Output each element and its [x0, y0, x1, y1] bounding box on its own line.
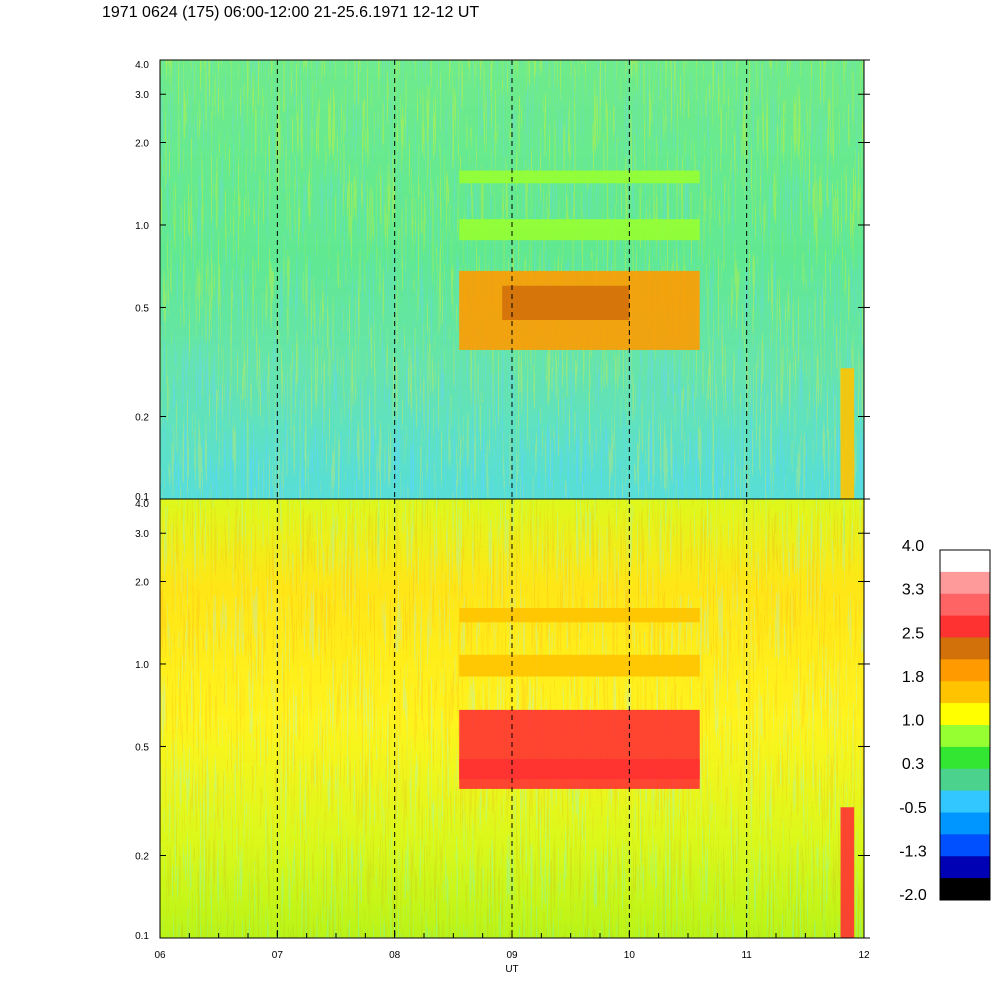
colorbar-swatch — [940, 615, 990, 638]
lower-y-tick-label: 1.0 — [135, 660, 149, 671]
lower-y-tick-label: 2.0 — [135, 577, 149, 588]
colorbar-swatch — [940, 659, 990, 682]
x-tick-label: 10 — [624, 950, 636, 961]
colorbar-swatch — [940, 746, 990, 770]
lower-gridlines — [276, 499, 748, 938]
colorbar-swatch — [940, 768, 990, 792]
upper-y-tick-label: 0.5 — [135, 303, 149, 314]
upper-spectrogram-panel: 0.1 0.2 0.5 1.0 2.0 3.0 4.0 — [135, 59, 870, 503]
colorbar-label: 3.3 — [902, 582, 924, 599]
colorbar-frame — [939, 549, 991, 901]
x-tick-label: 07 — [272, 950, 284, 961]
colorbar-swatch — [940, 593, 990, 617]
x-axis-label: UT — [505, 964, 518, 975]
x-tick-label: 12 — [858, 950, 870, 961]
x-axis: 06 07 08 09 10 11 12 — [154, 930, 870, 961]
colorbar-swatch — [940, 550, 990, 573]
lower-y-tick-label: 0.2 — [135, 852, 149, 863]
lower-y-tick-label: 0.1 — [135, 931, 149, 942]
colorbar-label: 4.0 — [902, 538, 924, 555]
colorbar-swatch — [940, 637, 990, 660]
colorbar-swatch — [940, 703, 990, 726]
colorbar-swatch — [940, 878, 990, 901]
lower-band-3 — [459, 608, 700, 623]
lower-band-group — [459, 608, 855, 938]
upper-y-tick-label: 3.0 — [135, 90, 149, 101]
upper-y-tick-label: 1.0 — [135, 221, 149, 232]
lower-band-4 — [840, 807, 855, 938]
colorbar-swatch — [940, 834, 990, 857]
upper-band-1 — [502, 285, 630, 321]
lower-band-1 — [459, 759, 700, 780]
colorbar-label: 0.3 — [902, 756, 924, 773]
upper-band-4 — [840, 368, 855, 499]
upper-y-tick-label: 0.1 — [135, 492, 149, 503]
colorbar-label: -2.0 — [899, 887, 927, 904]
x-tick-label: 06 — [154, 950, 166, 961]
colorbar — [939, 549, 991, 901]
colorbar-label: -0.5 — [899, 800, 927, 817]
lower-y-tick-label: 4.0 — [135, 499, 149, 510]
upper-y-tick-label: 4.0 — [135, 60, 149, 71]
upper-band-3 — [459, 170, 700, 184]
lower-y-tick-label: 0.5 — [135, 742, 149, 753]
x-tick-label: 08 — [389, 950, 401, 961]
colorbar-swatch — [940, 812, 990, 835]
lower-panel-frame — [159, 498, 865, 939]
upper-band-group — [459, 170, 855, 499]
colorbar-swatch — [940, 725, 990, 748]
colorbar-labels: 4.0 3.3 2.5 1.8 1.0 0.3 -0.5 -1.3 -2.0 — [899, 538, 927, 904]
x-tick-label: 09 — [506, 950, 518, 961]
colorbar-label: -1.3 — [899, 843, 927, 860]
colorbar-label: 1.8 — [902, 669, 924, 686]
colorbar-swatch — [940, 571, 990, 595]
upper-band-2 — [459, 219, 700, 241]
lower-spectrogram-panel: 0.1 0.2 0.5 1.0 2.0 3.0 4.0 06 07 08 09 10 11 12 — [135, 498, 870, 961]
colorbar-swatch — [940, 790, 990, 813]
chart-title: 1971 0624 (175) 06:00-12:00 21-25.6.1971… — [102, 4, 480, 21]
colorbar-swatch — [940, 681, 990, 704]
x-tick-label: 11 — [741, 950, 752, 961]
upper-y-tick-label: 0.2 — [135, 413, 149, 424]
colorbar-label: 2.5 — [902, 625, 924, 642]
colorbar-swatch — [940, 856, 990, 879]
colorbar-label: 1.0 — [902, 713, 924, 730]
upper-gridlines — [276, 60, 748, 499]
lower-band-2 — [459, 654, 700, 677]
upper-y-tick-label: 2.0 — [135, 138, 149, 149]
lower-y-tick-label: 3.0 — [135, 529, 149, 540]
